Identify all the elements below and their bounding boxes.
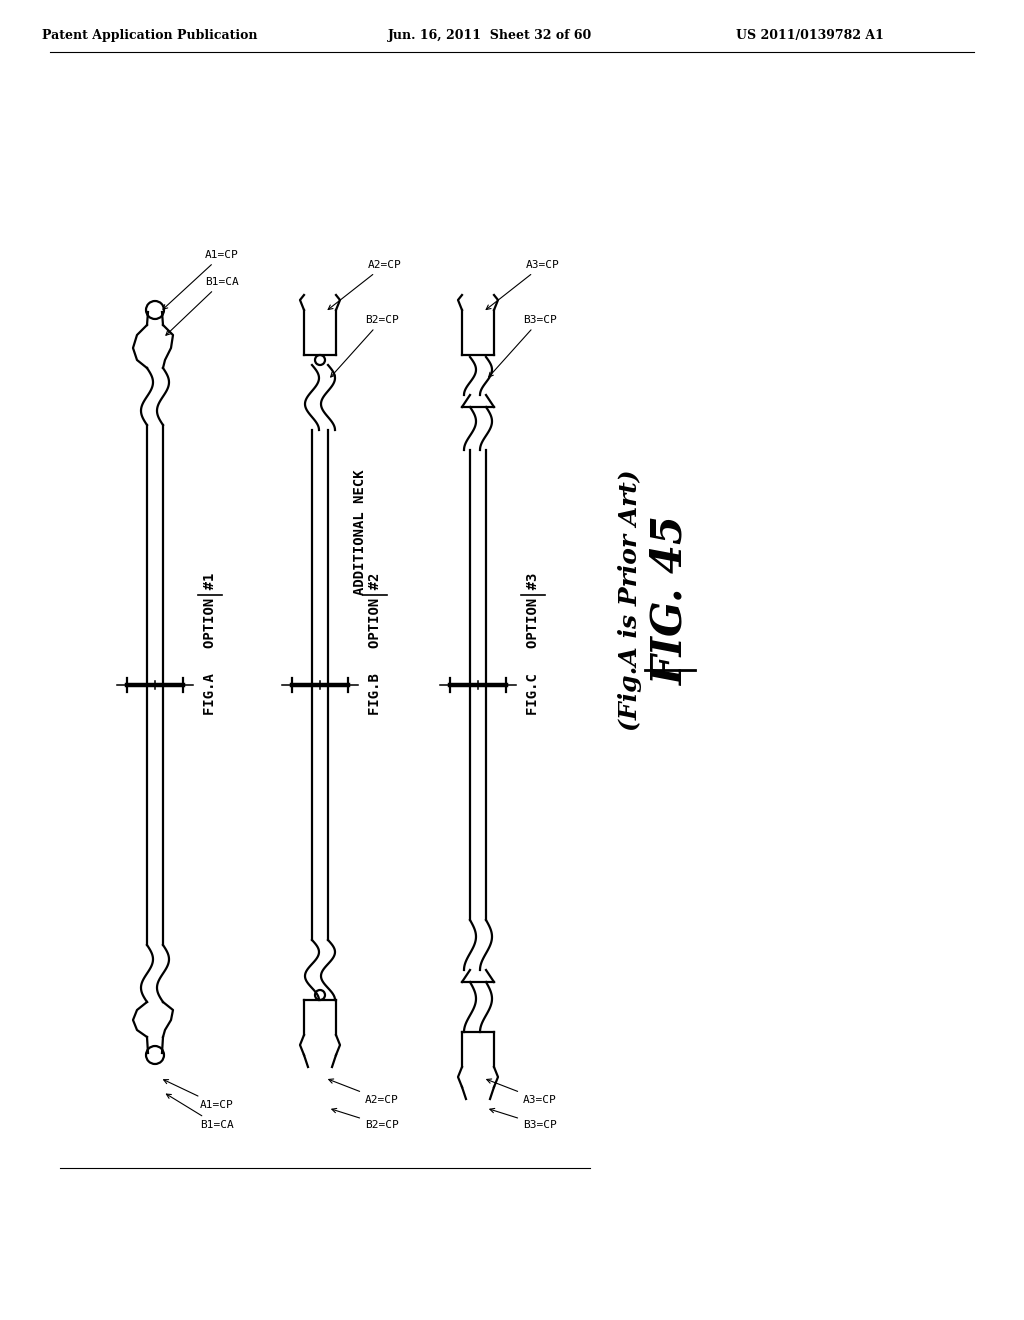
Text: B2=CP: B2=CP xyxy=(331,315,398,378)
Text: FIG.A   OPTION #1: FIG.A OPTION #1 xyxy=(203,573,217,715)
Text: FIG.B   OPTION #2: FIG.B OPTION #2 xyxy=(368,573,382,715)
Text: Patent Application Publication: Patent Application Publication xyxy=(42,29,258,41)
Text: A1=CP: A1=CP xyxy=(163,249,239,309)
Text: A2=CP: A2=CP xyxy=(329,1078,398,1105)
Text: (Fig.A is Prior Art): (Fig.A is Prior Art) xyxy=(618,469,642,731)
Text: US 2011/0139782 A1: US 2011/0139782 A1 xyxy=(736,29,884,41)
Text: A3=CP: A3=CP xyxy=(486,1078,557,1105)
Text: Jun. 16, 2011  Sheet 32 of 60: Jun. 16, 2011 Sheet 32 of 60 xyxy=(388,29,592,41)
Text: A3=CP: A3=CP xyxy=(486,260,560,309)
Text: B3=CP: B3=CP xyxy=(489,1109,557,1130)
Text: A1=CP: A1=CP xyxy=(164,1080,233,1110)
Text: FIG. 45: FIG. 45 xyxy=(649,515,691,685)
Text: B2=CP: B2=CP xyxy=(332,1109,398,1130)
Text: B3=CP: B3=CP xyxy=(488,315,557,378)
Text: A2=CP: A2=CP xyxy=(328,260,401,309)
Text: FIG.C   OPTION #3: FIG.C OPTION #3 xyxy=(526,573,540,715)
Text: ADDITIONAL NECK: ADDITIONAL NECK xyxy=(353,470,367,595)
Text: B1=CA: B1=CA xyxy=(167,1094,233,1130)
Text: B1=CA: B1=CA xyxy=(166,277,239,335)
